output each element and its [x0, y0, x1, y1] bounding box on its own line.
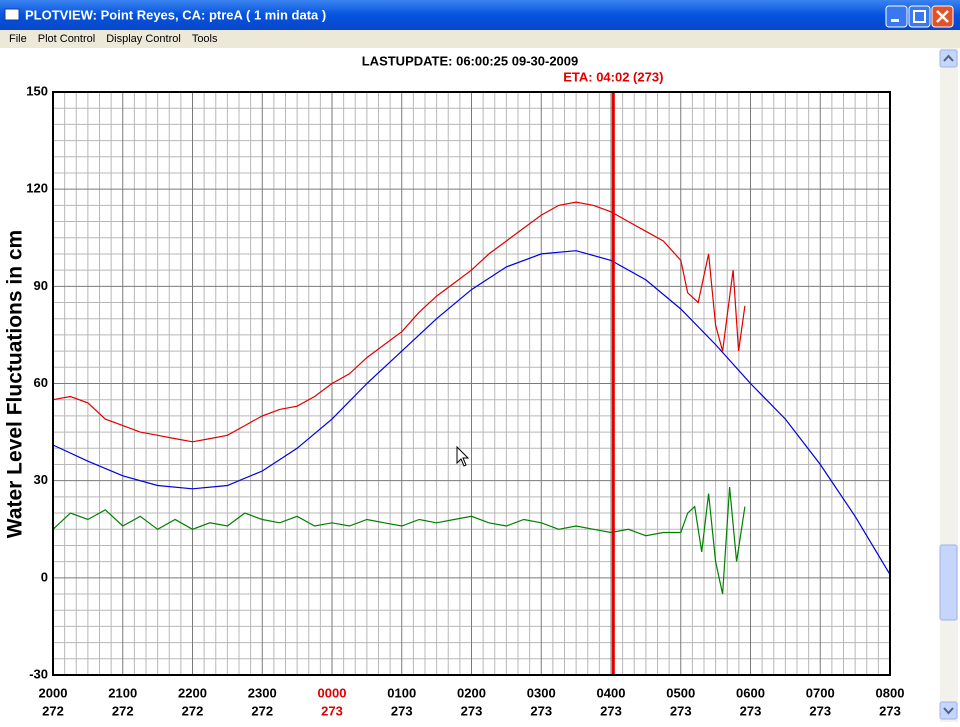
menu-item[interactable]: Tools: [192, 33, 218, 45]
x-tick-label: 0600: [736, 685, 765, 700]
y-tick-label: 60: [34, 375, 48, 390]
minimize-button[interactable]: [885, 5, 908, 28]
menu-item[interactable]: Display Control: [106, 33, 181, 45]
series-line: [52, 201, 746, 443]
scrollbar[interactable]: [939, 48, 958, 722]
y-tick-label: 90: [34, 278, 48, 293]
x-tick-sublabel: 273: [391, 703, 413, 718]
x-tick-sublabel: 273: [670, 703, 692, 718]
x-tick-sublabel: 272: [182, 703, 204, 718]
x-tick-sublabel: 273: [879, 703, 901, 718]
x-tick-sublabel: 273: [809, 703, 831, 718]
y-tick-label: 150: [26, 83, 48, 98]
menu-bar: [0, 30, 960, 48]
x-tick-label: 0200: [457, 685, 486, 700]
y-tick-label: 120: [26, 181, 48, 196]
y-tick-label: 0: [41, 569, 48, 584]
x-tick-sublabel: 273: [740, 703, 762, 718]
x-tick-sublabel: 272: [112, 703, 134, 718]
series-line: [52, 250, 891, 575]
y-tick-label: -30: [29, 666, 48, 681]
x-tick-sublabel: 273: [600, 703, 622, 718]
app-icon: [4, 8, 20, 21]
x-tick-label: 2300: [248, 685, 277, 700]
x-tick-label: 0100: [387, 685, 416, 700]
x-tick-label: 0400: [597, 685, 626, 700]
x-tick-sublabel: 273: [321, 703, 343, 718]
x-tick-label: 2100: [108, 685, 137, 700]
x-tick-label: 0300: [527, 685, 556, 700]
window-title: PLOTVIEW: Point Reyes, CA: ptreA ( 1 min…: [25, 7, 326, 22]
x-tick-label: 2200: [178, 685, 207, 700]
x-tick-label: 0700: [806, 685, 835, 700]
y-tick-label: 30: [34, 472, 48, 487]
mouse-cursor: [456, 445, 470, 467]
x-tick-sublabel: 272: [42, 703, 64, 718]
maximize-button[interactable]: [908, 5, 931, 28]
client-area: [0, 48, 940, 722]
x-tick-sublabel: 273: [461, 703, 483, 718]
x-tick-sublabel: 273: [530, 703, 552, 718]
eta-label: ETA: 04:02 (273): [563, 69, 663, 84]
x-tick-label: 0500: [666, 685, 695, 700]
x-tick-label: 2000: [39, 685, 68, 700]
title-bar: [0, 0, 960, 30]
x-tick-sublabel: 272: [251, 703, 273, 718]
x-tick-label: 0800: [876, 685, 905, 700]
series-line: [52, 487, 746, 595]
close-button[interactable]: [931, 5, 954, 28]
chart-title: LASTUPDATE: 06:00:25 09-30-2009: [362, 53, 579, 68]
menu-item[interactable]: Plot Control: [38, 33, 95, 45]
plot-frame: [52, 91, 891, 676]
menu-item[interactable]: File: [9, 33, 27, 45]
y-axis-label: Water Level Fluctuations in cm: [4, 230, 27, 538]
x-tick-label: 0000: [318, 685, 347, 700]
